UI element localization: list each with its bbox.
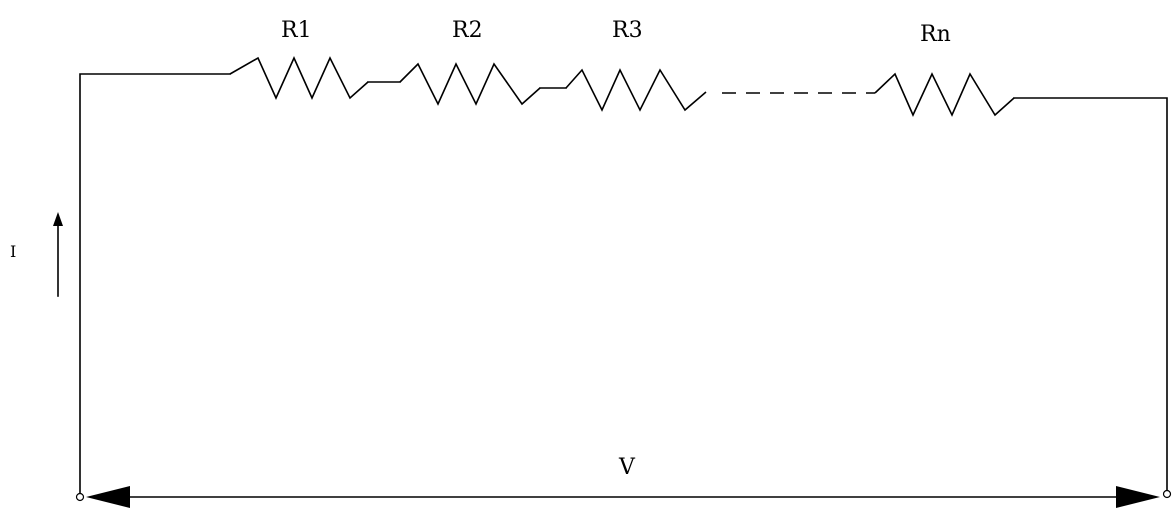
- voltage-arrow: [86, 486, 1160, 508]
- resistor-r2: [399, 62, 541, 106]
- voltage-label: V: [618, 455, 636, 480]
- current-label: I: [10, 242, 16, 261]
- current-arrow: [53, 212, 63, 297]
- label-r2: R2: [452, 18, 483, 43]
- label-r3: R3: [612, 18, 643, 43]
- label-r1: R1: [281, 18, 312, 43]
- label-rn: Rn: [920, 22, 951, 47]
- resistor-r3: [565, 68, 707, 112]
- resistor-rn: [874, 72, 1015, 117]
- left-terminal: [75, 492, 85, 502]
- right-terminal: [1162, 489, 1172, 499]
- right-wire: [1013, 97, 1168, 491]
- left-wire: [79, 73, 231, 496]
- resistor-r1: [229, 56, 369, 100]
